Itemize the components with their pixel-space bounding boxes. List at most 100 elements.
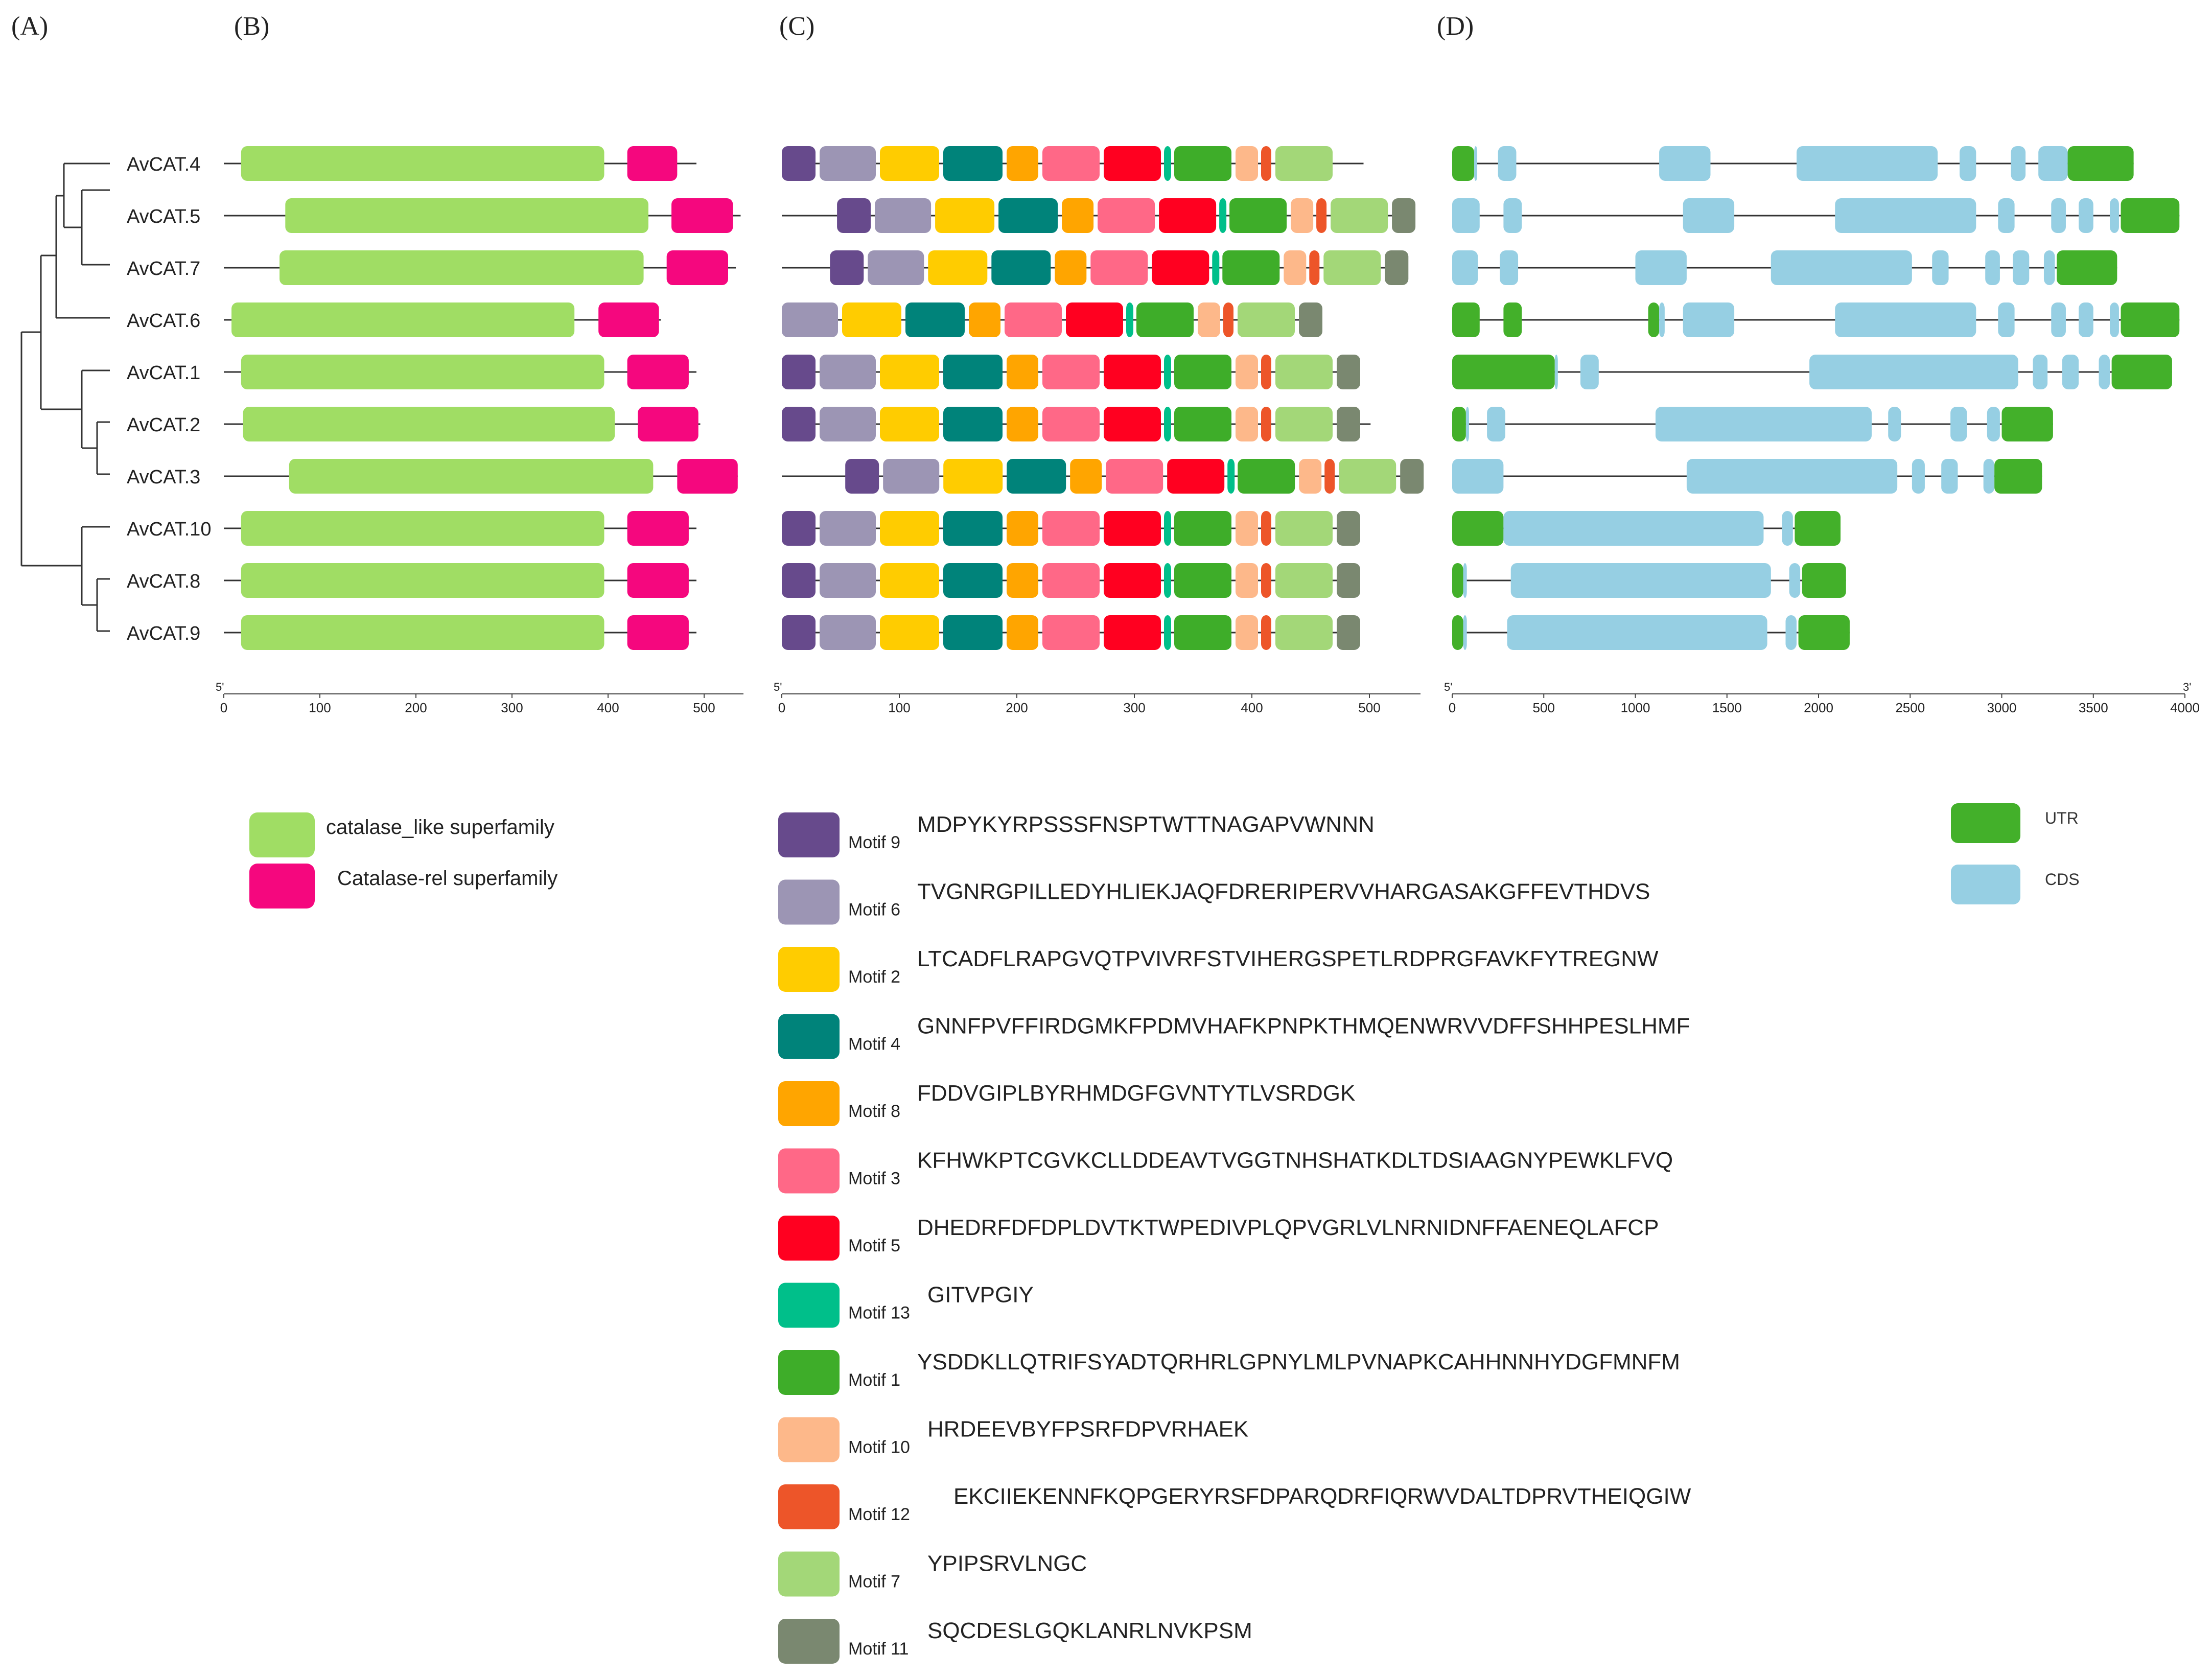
motif-1-box	[1222, 250, 1280, 285]
motif-11-box	[1337, 407, 1360, 441]
motif-legend-name: Motif 4	[848, 1035, 900, 1054]
motif-legend-sequence: LTCADFLRAPGVQTPVIVRFSTVIHERGSPETLRDPRGFA…	[917, 946, 1659, 971]
motif-5-box	[1104, 511, 1161, 546]
catalase-rel-domain	[627, 511, 689, 546]
motif-3-box	[1042, 615, 1100, 650]
motif-5-box	[1152, 250, 1209, 285]
utr-segment	[1452, 511, 1504, 546]
domain-axis: 0 100 200 300 400 500 5'	[216, 681, 743, 715]
axis-tick-label: 1000	[1621, 700, 1650, 715]
axis-tick-label: 0	[1449, 700, 1456, 715]
motif-legend-sequence: TVGNRGPILLEDYHLIEKJAQFDRERIPERVVHARGASAK…	[917, 879, 1650, 904]
gene-label: AvCAT.5	[127, 206, 200, 227]
motif-4-box	[1007, 459, 1066, 494]
motif-8-box	[1070, 459, 1102, 494]
motif-4-box	[991, 250, 1051, 285]
catalase-like-domain	[243, 407, 615, 441]
motif-1-box	[1174, 615, 1231, 650]
motif-1-box	[1229, 198, 1287, 233]
motif-13-box	[1126, 302, 1133, 337]
utr-segment	[1795, 511, 1841, 546]
motif-7-box	[1275, 615, 1333, 650]
cds-segment	[1655, 407, 1872, 441]
cds-segment	[1452, 459, 1504, 494]
catalase-rel-domain	[627, 615, 689, 650]
motif-3-box	[1042, 146, 1100, 181]
motif-13-box	[1164, 407, 1171, 441]
cds-segment	[1950, 407, 1967, 441]
motif-4-box	[943, 615, 1003, 650]
motif-9-box	[837, 198, 871, 233]
motif-legend-sequence: FDDVGIPLBYRHMDGFGVNTYTLVSRDGK	[917, 1081, 1355, 1106]
tree-branch	[55, 195, 110, 319]
motif-4-box	[943, 146, 1003, 181]
tree-branch	[96, 578, 110, 632]
motif-3-box	[1042, 355, 1100, 389]
utr-segment	[1798, 615, 1850, 650]
catalase-like-domain	[285, 198, 648, 233]
cds-segment	[2011, 146, 2026, 181]
cds-segment	[2062, 355, 2079, 389]
motif-8-box	[1055, 250, 1087, 285]
motif-5-box	[1104, 146, 1161, 181]
catalase-rel-domain	[666, 250, 728, 285]
cds-segment	[2038, 146, 2068, 181]
legend-label: UTR	[2045, 809, 2079, 827]
cds-segment	[1465, 407, 1469, 441]
motif-8-box	[969, 302, 1000, 337]
motif-9-box	[782, 511, 816, 546]
motif-5-box	[1104, 563, 1161, 598]
motif-3-legend-swatch	[778, 1148, 840, 1194]
cds-segment	[1503, 198, 1522, 233]
gene-label: AvCAT.8	[127, 571, 200, 592]
motif-4-box	[943, 563, 1003, 598]
motif-3-box	[1042, 563, 1100, 598]
motif-legend-name: Motif 2	[848, 967, 900, 987]
cds-segment	[1554, 355, 1558, 389]
cds-segment	[1932, 250, 1949, 285]
motif-12-box	[1261, 146, 1271, 181]
utr-segment	[1452, 615, 1463, 650]
motif-10-box	[1198, 302, 1220, 337]
motif-13-box	[1227, 459, 1235, 494]
gene-label: AvCAT.3	[127, 467, 200, 488]
cds-segment	[1785, 615, 1797, 650]
axis-tick-label: 1500	[1712, 700, 1742, 715]
cds-segment	[1809, 355, 2018, 389]
motif-5-box	[1104, 407, 1161, 441]
axis-tick-label: 100	[309, 700, 331, 715]
motif-9-box	[845, 459, 879, 494]
catalase-rel-domain	[671, 198, 733, 233]
motif-12-box	[1261, 407, 1271, 441]
motif-10-box	[1284, 250, 1307, 285]
motif-11-box	[1337, 511, 1360, 546]
motif-legend-name: Motif 10	[848, 1438, 910, 1457]
motif-legend-name: Motif 3	[848, 1169, 900, 1189]
motif-13-box	[1212, 250, 1220, 285]
axis-tick-label: 400	[1241, 700, 1263, 715]
cds-segment	[1686, 459, 1898, 494]
motif-8-legend-swatch	[778, 1081, 840, 1126]
axis-tick-label: 500	[1358, 700, 1380, 715]
cds-segment	[1683, 302, 1735, 337]
motif-12-box	[1261, 563, 1271, 598]
motif-11-box	[1337, 355, 1360, 389]
cds-segment	[1498, 146, 1517, 181]
motif-8-box	[1007, 407, 1038, 441]
motif-legend-sequence: HRDEEVBYFPSRFDPVRHAEK	[927, 1417, 1248, 1442]
motif-legend-name: Motif 13	[848, 1303, 910, 1323]
cds-segment	[2043, 250, 2055, 285]
phylogenetic-tree	[20, 162, 110, 632]
motif-3-box	[1098, 198, 1155, 233]
motif-2-box	[880, 511, 939, 546]
motif-7-box	[1331, 198, 1388, 233]
cds-segment	[1487, 407, 1505, 441]
motif-9-box	[830, 250, 864, 285]
cds-segment	[1683, 198, 1735, 233]
catalase-like-domain	[241, 615, 604, 650]
motif-13-box	[1164, 511, 1171, 546]
domain-panel	[224, 146, 741, 650]
utr-segment	[1452, 302, 1480, 337]
motif-3-box	[1042, 511, 1100, 546]
motif-5-box	[1159, 198, 1217, 233]
